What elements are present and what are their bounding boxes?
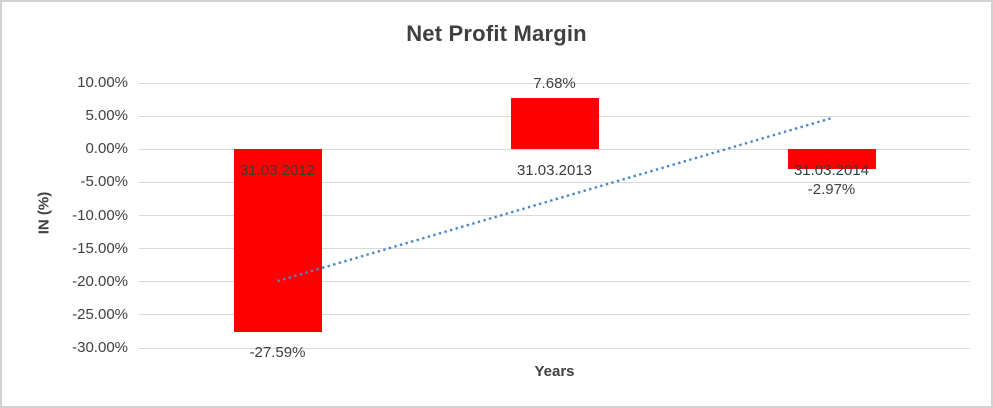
y-tick-label: 5.00% xyxy=(85,107,128,125)
y-gridline xyxy=(139,314,970,316)
y-tick-label: -20.00% xyxy=(72,272,128,290)
y-tick-label: -5.00% xyxy=(80,173,128,191)
category-label: 31.03.2013 xyxy=(516,162,593,180)
x-axis-title: Years xyxy=(534,363,575,380)
y-tick-label: -10.00% xyxy=(72,206,128,224)
chart-title: Net Profit Margin xyxy=(406,21,587,46)
y-tick-label: 10.00% xyxy=(77,74,128,91)
y-tick-label: 0.00% xyxy=(85,140,128,158)
data-label: -27.59% xyxy=(249,344,306,362)
y-tick-label: -25.00% xyxy=(72,305,128,323)
y-tick-label: -30.00% xyxy=(72,339,128,356)
bar xyxy=(510,98,599,150)
y-tick-label: -15.00% xyxy=(72,239,128,257)
y-gridline xyxy=(139,82,970,84)
data-label: -2.97% xyxy=(807,180,856,198)
y-gridline xyxy=(139,347,970,349)
category-label: 31.03.2014 xyxy=(793,162,870,180)
category-label: 31.03.2012 xyxy=(239,162,316,180)
data-label: 7.68% xyxy=(533,75,576,93)
